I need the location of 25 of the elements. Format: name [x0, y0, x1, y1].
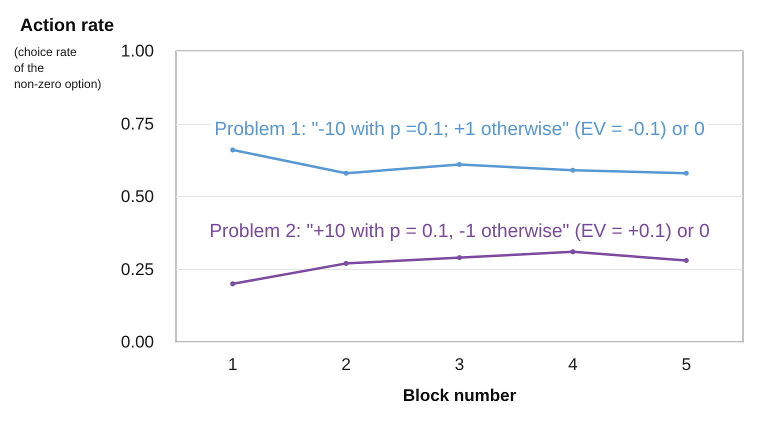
- y-tick-label: 0.50: [120, 187, 154, 206]
- y-axis-title: Action rate: [20, 15, 114, 35]
- y-tick-label: 1.00: [120, 42, 154, 60]
- point: [570, 249, 576, 254]
- x-tick-label: 1: [228, 355, 238, 374]
- point: [570, 168, 576, 173]
- point: [457, 162, 462, 167]
- text: (choice rate of the non-zero option): [14, 45, 102, 91]
- point: [344, 260, 349, 266]
- x-tick-label: 4: [568, 355, 578, 374]
- point: [684, 170, 689, 176]
- y-tick-label: 0.25: [120, 260, 154, 279]
- x-tick-label: 3: [454, 355, 464, 374]
- point: [457, 255, 462, 260]
- series-label: Problem 2: "+10 with p = 0.1, -1 otherwise" (EV = +0.1) or 0: [209, 220, 710, 242]
- y-tick-label: 0.00: [120, 332, 154, 352]
- point: [230, 147, 236, 152]
- point: [684, 258, 689, 264]
- point: [344, 170, 349, 176]
- x-axis-title: Block number: [402, 386, 517, 405]
- x-tick-label: 2: [341, 355, 351, 374]
- series-label: Problem 1: "-10 with p =0.1; +1 otherwise" (EV = -0.1) or 0: [214, 118, 705, 140]
- point: [230, 281, 236, 286]
- x-tick-label: 5: [682, 355, 692, 374]
- y-tick-label: 0.75: [120, 114, 154, 134]
